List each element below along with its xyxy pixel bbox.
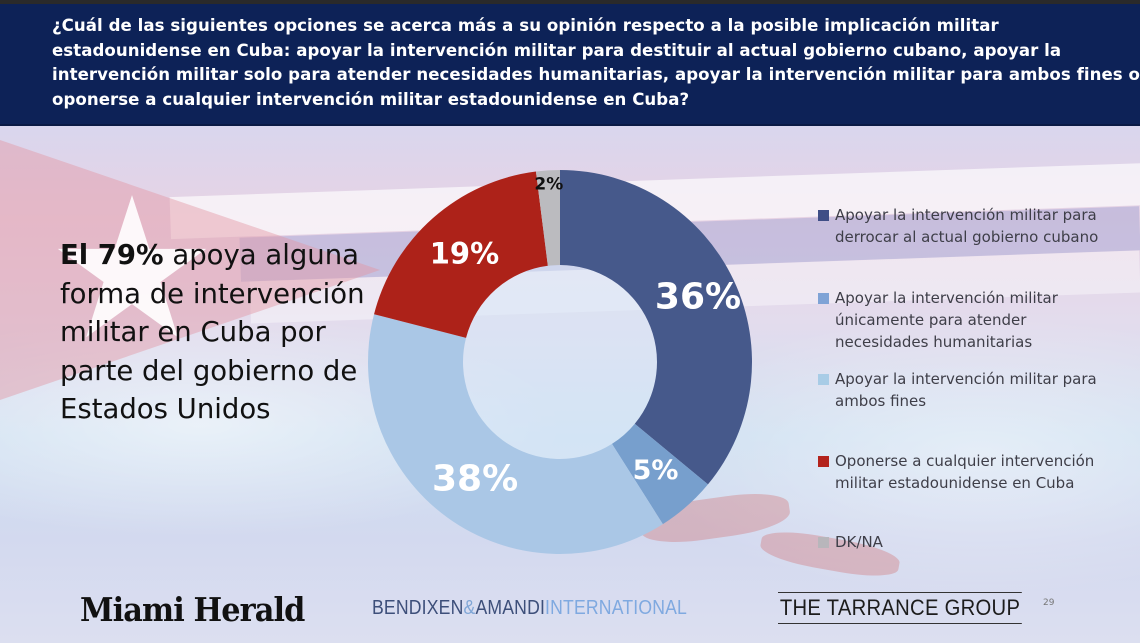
slice-value-label: 36% xyxy=(655,277,741,318)
legend-label: Apoyar la intervención militar únicament… xyxy=(835,289,1058,351)
legend-swatch xyxy=(818,210,829,221)
donut-chart: 36% 5% 38% 19% 2% xyxy=(368,170,752,554)
question-header: ¿Cuál de las siguientes opciones se acer… xyxy=(0,4,1140,126)
logo-part: BENDIXEN xyxy=(372,596,464,619)
flag-red-triangle xyxy=(0,140,380,400)
slice-dkna xyxy=(535,170,560,266)
slice-value-label: 19% xyxy=(430,237,499,271)
legend-swatch xyxy=(818,374,829,385)
legend-swatch xyxy=(818,456,829,467)
slice-derrocar xyxy=(560,170,752,485)
slice-oponerse xyxy=(374,171,548,338)
legend-swatch xyxy=(818,537,829,548)
slice-value-label: 5% xyxy=(633,455,679,486)
legend-label: Apoyar la intervención militar para derr… xyxy=(835,206,1099,246)
bendixen-amandi-logo: BENDIXEN&AMANDIINTERNATIONAL xyxy=(372,596,687,620)
slice-ambos xyxy=(368,314,663,554)
page-number: 29 xyxy=(1043,598,1055,608)
flag-star-icon xyxy=(57,195,207,338)
legend-label: DK/NA xyxy=(835,533,883,551)
logo-part: AMANDI xyxy=(475,596,546,619)
footer-logos: Miami Herald BENDIXEN&AMANDIINTERNATIONA… xyxy=(0,580,1140,640)
slice-value-label: 38% xyxy=(432,458,518,499)
legend-item-ambos: Apoyar la intervención militar para ambo… xyxy=(818,368,1128,412)
legend-label: Oponerse a cualquier intervención milita… xyxy=(835,452,1095,492)
window-top-border xyxy=(0,0,1140,4)
legend-swatch xyxy=(818,293,829,304)
question-text: ¿Cuál de las siguientes opciones se acer… xyxy=(52,16,1140,109)
logo-part: INTERNATIONAL xyxy=(545,596,688,619)
tarrance-group-logo: THE TARRANCE GROUP xyxy=(778,592,1023,624)
logo-part: & xyxy=(463,596,476,619)
legend-item-humanitarias: Apoyar la intervención militar únicament… xyxy=(818,287,1128,353)
callout-highlight: El 79% xyxy=(60,239,164,271)
donut-hole xyxy=(463,265,657,459)
legend-item-oponerse: Oponerse a cualquier intervención milita… xyxy=(818,450,1128,494)
legend-label: Apoyar la intervención militar para ambo… xyxy=(835,370,1097,410)
legend-item-dkna: DK/NA xyxy=(818,531,1128,553)
miami-herald-logo: Miami Herald xyxy=(80,590,305,629)
callout-body: apoya alguna forma de intervención milit… xyxy=(60,239,365,425)
slice-humanitarias xyxy=(611,423,708,525)
legend-item-derrocar: Apoyar la intervención militar para derr… xyxy=(818,204,1128,248)
callout-text: El 79% apoya alguna forma de intervenció… xyxy=(60,236,380,429)
slice-value-label: 2% xyxy=(534,174,563,194)
